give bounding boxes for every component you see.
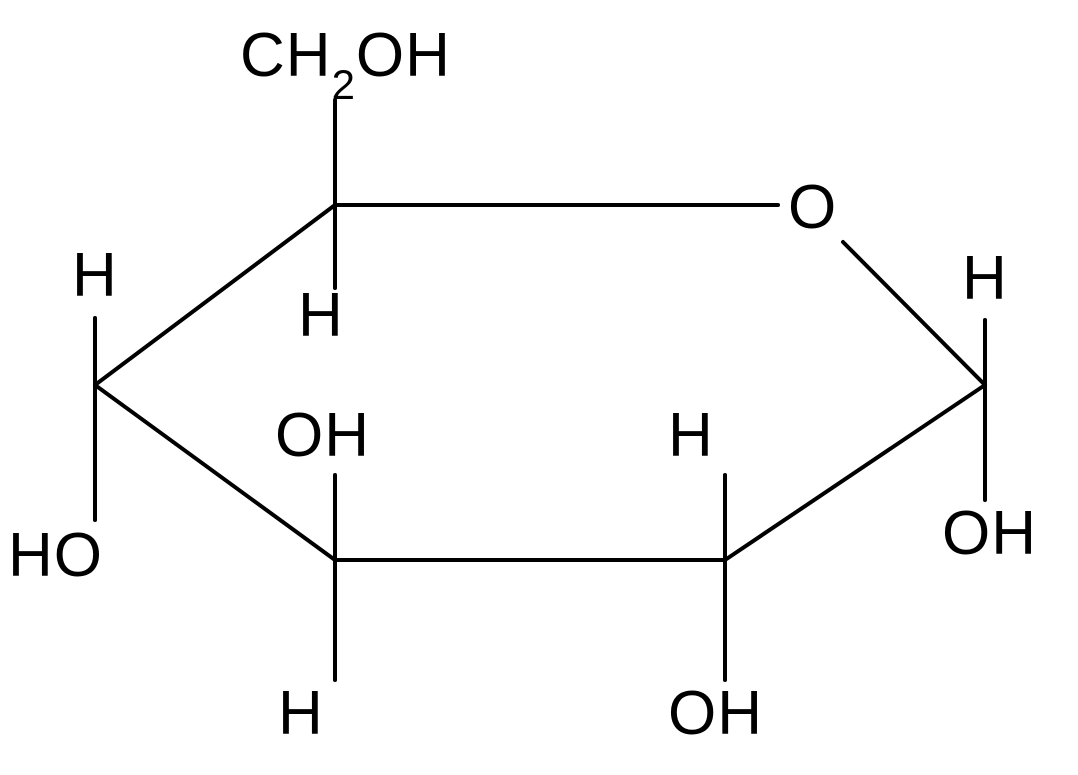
label-ho-c4: HO <box>8 520 103 591</box>
label-h-c4: H <box>72 240 118 311</box>
label-ch2oh-sub: 2 <box>332 61 356 108</box>
bond-lines <box>95 100 985 680</box>
glucose-structure-svg <box>0 0 1078 775</box>
label-o-ring: O <box>788 172 837 243</box>
label-oh-c1: OH <box>942 498 1037 569</box>
label-ch2oh-suffix: OH <box>356 21 451 90</box>
label-h-c5: H <box>298 280 344 351</box>
label-ch2oh-prefix: CH <box>240 21 332 90</box>
label-h-c3: H <box>278 678 324 749</box>
label-oh-c3: OH <box>275 400 370 471</box>
label-oh-c2: OH <box>668 678 763 749</box>
label-h-c2: H <box>668 400 714 471</box>
label-h-c1: H <box>962 243 1008 314</box>
label-ch2oh: CH2OH <box>240 20 451 99</box>
